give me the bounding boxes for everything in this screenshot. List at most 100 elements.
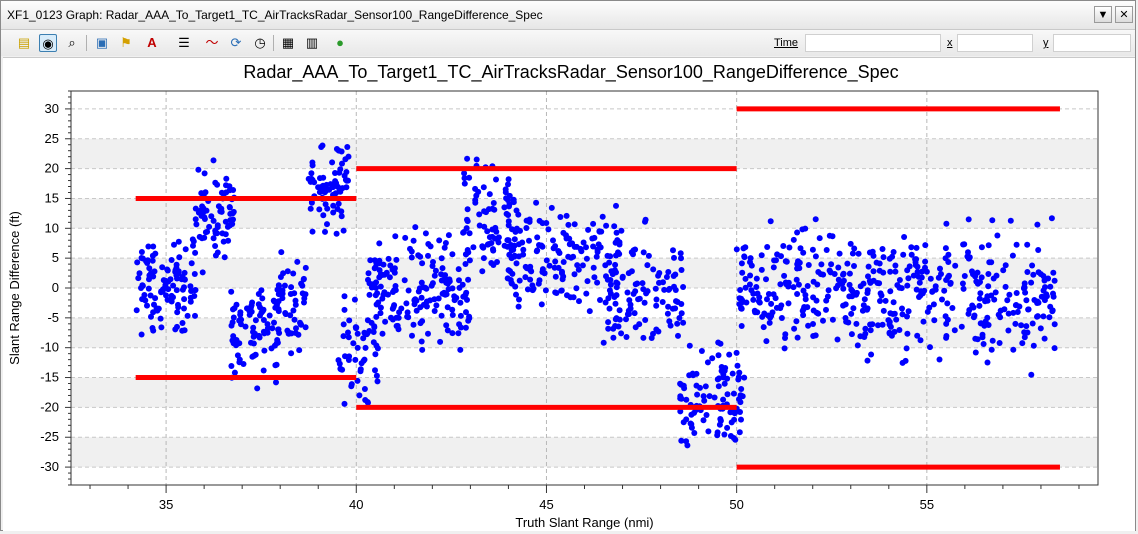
grid-icon[interactable]: ▥: [305, 35, 319, 50]
data-point: [371, 323, 378, 330]
legend-icon[interactable]: ☰: [178, 35, 190, 50]
scatter-chart[interactable]: Radar_AAA_To_Target1_TC_AirTracksRadar_S…: [3, 58, 1135, 531]
data-point: [736, 295, 743, 302]
data-point: [159, 264, 166, 271]
data-point: [829, 316, 836, 323]
notes-icon[interactable]: ▤: [17, 35, 31, 50]
grid-band: [71, 437, 1098, 468]
data-point: [246, 311, 253, 318]
data-point: [301, 299, 307, 306]
data-point: [580, 239, 587, 246]
data-point: [880, 254, 887, 261]
refresh-icon[interactable]: ⟳: [230, 35, 242, 50]
data-point: [680, 319, 687, 326]
font-icon[interactable]: A: [147, 35, 157, 50]
data-point: [1009, 252, 1016, 259]
data-point: [1034, 313, 1041, 320]
data-point: [613, 202, 619, 209]
data-point: [977, 290, 984, 297]
data-point: [683, 416, 690, 423]
go-icon[interactable]: ●: [336, 35, 344, 50]
data-point: [425, 252, 431, 259]
data-point: [877, 298, 883, 304]
data-point: [600, 339, 607, 346]
data-point: [918, 274, 925, 281]
data-point: [783, 258, 790, 265]
data-point: [716, 421, 723, 428]
data-point: [797, 245, 804, 252]
data-point: [415, 288, 422, 295]
data-point: [187, 283, 194, 290]
data-point: [908, 251, 915, 258]
data-point: [391, 302, 398, 309]
toolbar: ▤ ◉ ⌕ ▣ ⚑ A ☰ 〜 ⟳ ◷ ▦ ▥ ● Time x y: [1, 30, 1135, 56]
data-point: [171, 241, 177, 248]
data-point: [364, 317, 371, 324]
data-point: [466, 174, 473, 181]
data-point: [200, 205, 207, 212]
data-point: [771, 257, 778, 264]
data-point: [472, 197, 479, 204]
data-point: [571, 221, 578, 228]
data-point: [943, 220, 950, 227]
data-point: [276, 283, 282, 290]
data-point: [133, 307, 140, 314]
data-point: [714, 429, 721, 436]
data-point: [457, 312, 464, 319]
close-button[interactable]: ✕: [1115, 6, 1133, 23]
window-menu-button[interactable]: ▼: [1094, 6, 1112, 23]
data-point: [952, 262, 959, 269]
data-point: [445, 286, 452, 293]
data-point: [302, 264, 309, 271]
y-field[interactable]: [1053, 34, 1131, 52]
data-point: [377, 310, 384, 317]
time-field[interactable]: [805, 34, 941, 52]
data-point: [1022, 289, 1029, 296]
timer-icon[interactable]: ◷: [254, 35, 266, 50]
data-point: [698, 348, 705, 354]
data-point: [505, 237, 512, 244]
data-point: [680, 284, 687, 290]
data-point: [986, 259, 993, 266]
data-point: [864, 357, 871, 364]
data-point: [919, 290, 926, 297]
data-point: [367, 257, 374, 264]
data-point: [623, 334, 630, 340]
data-point: [385, 291, 391, 298]
data-point: [516, 296, 522, 303]
data-point: [404, 313, 411, 320]
data-point: [904, 330, 911, 337]
title-bar[interactable]: XF1_0123 Graph: Radar_AAA_To_Target1_TC_…: [1, 1, 1135, 30]
data-point: [914, 268, 921, 275]
data-point: [405, 287, 412, 294]
data-point: [188, 260, 195, 267]
data-point: [979, 334, 986, 341]
data-point: [542, 287, 549, 294]
pointer-select-icon[interactable]: ◉: [39, 34, 57, 52]
data-point: [484, 228, 491, 235]
data-point: [332, 170, 338, 176]
line-style-icon[interactable]: 〜: [205, 35, 219, 50]
x-field[interactable]: [957, 34, 1033, 52]
data-point: [340, 227, 347, 234]
data-point: [208, 213, 215, 220]
camera-icon[interactable]: ▣: [95, 35, 109, 50]
table-icon[interactable]: ▦: [281, 35, 295, 50]
data-point: [441, 275, 448, 282]
data-point: [613, 284, 620, 291]
data-point: [479, 243, 486, 250]
data-point: [456, 321, 463, 328]
flag-icon[interactable]: ⚑: [120, 35, 132, 50]
zoom-icon[interactable]: ⌕: [68, 35, 76, 50]
data-point: [198, 190, 205, 197]
data-point: [1047, 303, 1054, 310]
data-point: [612, 316, 619, 323]
data-point: [490, 200, 497, 206]
data-point: [192, 287, 199, 293]
data-point: [476, 222, 483, 229]
data-point: [848, 310, 855, 317]
grid-band: [71, 377, 1098, 408]
data-point: [548, 204, 555, 211]
y-axis-label: Slant Range Difference (ft): [7, 211, 22, 365]
data-point: [1040, 287, 1047, 294]
